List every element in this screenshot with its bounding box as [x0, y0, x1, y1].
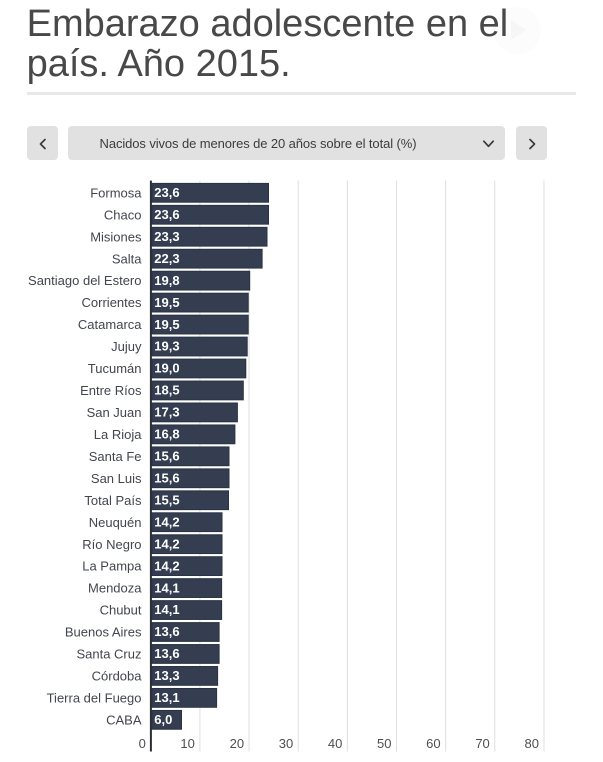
- svg-text:14,2: 14,2: [154, 558, 179, 573]
- svg-text:Mendoza: Mendoza: [88, 581, 142, 596]
- svg-text:13,1: 13,1: [154, 690, 179, 705]
- svg-text:15,5: 15,5: [154, 492, 179, 507]
- svg-text:40: 40: [328, 736, 342, 751]
- svg-text:80: 80: [525, 736, 539, 751]
- svg-text:San Juan: San Juan: [87, 405, 142, 420]
- svg-text:15,6: 15,6: [154, 449, 179, 464]
- svg-text:18,5: 18,5: [154, 383, 179, 398]
- svg-text:10: 10: [180, 736, 194, 751]
- svg-text:23,3: 23,3: [154, 229, 179, 244]
- svg-text:Chubut: Chubut: [100, 603, 142, 618]
- svg-text:19,3: 19,3: [154, 339, 179, 354]
- svg-text:20: 20: [230, 736, 244, 751]
- svg-text:Tierra del Fuego: Tierra del Fuego: [47, 691, 142, 706]
- svg-text:50: 50: [377, 736, 391, 751]
- svg-text:13,6: 13,6: [154, 646, 179, 661]
- svg-text:Santa Fe: Santa Fe: [89, 449, 142, 464]
- svg-text:13,6: 13,6: [154, 624, 179, 639]
- svg-text:Jujuy: Jujuy: [111, 339, 142, 354]
- svg-text:Corrientes: Corrientes: [82, 295, 142, 310]
- svg-text:30: 30: [279, 736, 293, 751]
- svg-text:Santiago del Estero: Santiago del Estero: [28, 273, 141, 288]
- svg-text:19,8: 19,8: [154, 273, 179, 288]
- svg-text:14,2: 14,2: [154, 514, 179, 529]
- svg-text:0: 0: [139, 736, 146, 751]
- svg-text:Chaco: Chaco: [104, 207, 142, 222]
- svg-text:13,3: 13,3: [154, 668, 179, 683]
- svg-text:Formosa: Formosa: [90, 185, 142, 200]
- svg-text:Tucumán: Tucumán: [88, 361, 142, 376]
- svg-text:Entre Ríos: Entre Ríos: [80, 383, 142, 398]
- svg-text:23,6: 23,6: [154, 207, 179, 222]
- svg-text:La Rioja: La Rioja: [94, 427, 142, 442]
- svg-text:14,1: 14,1: [154, 580, 179, 595]
- svg-text:Total País: Total País: [84, 493, 142, 508]
- svg-text:Córdoba: Córdoba: [92, 669, 143, 684]
- svg-text:22,3: 22,3: [154, 251, 179, 266]
- svg-text:60: 60: [426, 736, 440, 751]
- svg-text:Santa Cruz: Santa Cruz: [76, 647, 141, 662]
- svg-text:Neuquén: Neuquén: [89, 515, 142, 530]
- svg-text:23,6: 23,6: [154, 185, 179, 200]
- svg-text:Salta: Salta: [112, 251, 142, 266]
- svg-text:70: 70: [475, 736, 489, 751]
- svg-text:Río Negro: Río Negro: [82, 537, 141, 552]
- svg-text:14,2: 14,2: [154, 536, 179, 551]
- svg-text:14,1: 14,1: [154, 602, 179, 617]
- svg-text:17,3: 17,3: [154, 405, 179, 420]
- svg-text:15,6: 15,6: [154, 471, 179, 486]
- svg-text:CABA: CABA: [106, 712, 142, 727]
- svg-text:Catamarca: Catamarca: [78, 317, 142, 332]
- svg-text:La Pampa: La Pampa: [82, 559, 142, 574]
- svg-text:Misiones: Misiones: [90, 229, 142, 244]
- svg-text:Buenos Aires: Buenos Aires: [65, 625, 142, 640]
- svg-text:19,5: 19,5: [154, 317, 179, 332]
- svg-text:6,0: 6,0: [154, 712, 172, 727]
- svg-text:19,5: 19,5: [154, 295, 179, 310]
- svg-text:19,0: 19,0: [154, 361, 179, 376]
- svg-text:San Luis: San Luis: [91, 471, 142, 486]
- svg-text:16,8: 16,8: [154, 427, 179, 442]
